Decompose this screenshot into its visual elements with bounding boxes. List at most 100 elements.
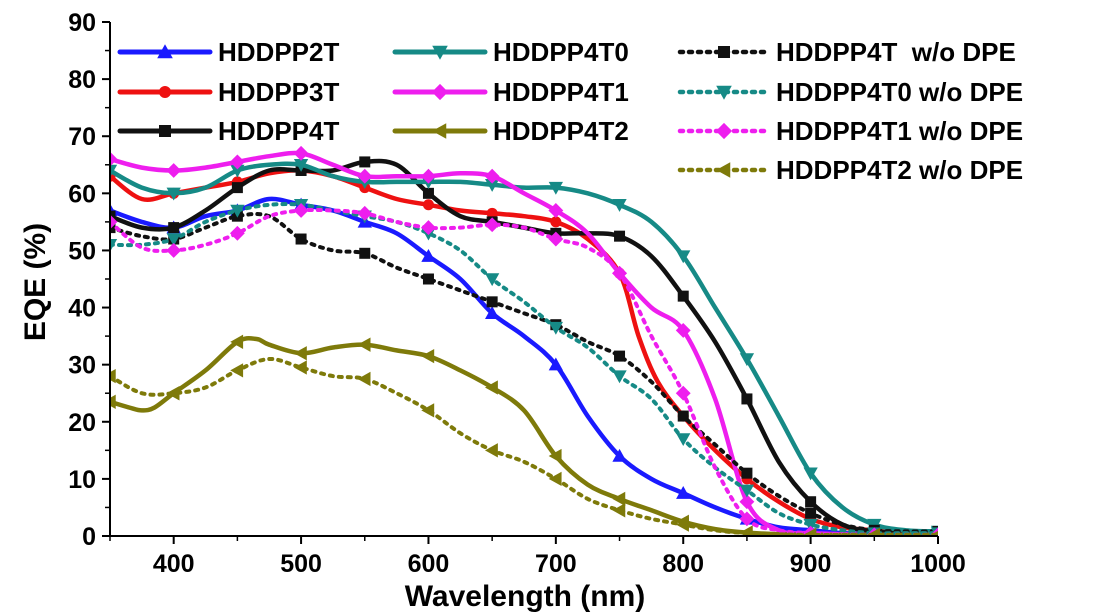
legend-label: HDDPP4T1 (493, 77, 629, 107)
legend-label: HDDPP4T1 w/o DPE (776, 116, 1023, 146)
data-point (930, 530, 938, 536)
data-point (612, 448, 627, 462)
legend-swatch-marker (716, 162, 731, 178)
data-point (677, 410, 689, 422)
data-point (550, 216, 562, 228)
data-point (739, 494, 755, 510)
x-tick-label: 900 (790, 550, 832, 578)
legend: HDDPP2T HDDPP3T HDDPP4T HDDPP4T0 HDDPP4T1 HDD… (117, 37, 1023, 185)
y-tick-label: 40 (68, 295, 96, 323)
y-tick-label: 90 (68, 9, 96, 37)
data-point (110, 214, 118, 230)
data-point (293, 346, 307, 361)
x-tick-label: 600 (408, 550, 450, 578)
y-axis-title: EQE (%) (19, 223, 52, 341)
data-point (676, 517, 689, 532)
data-point (230, 363, 244, 378)
data-point (485, 443, 498, 458)
series-group (110, 145, 938, 536)
data-point (614, 350, 626, 362)
data-point (357, 337, 371, 352)
data-point (612, 370, 627, 384)
series-hddpp4t0-w-o-dpe (110, 199, 938, 536)
series-line-hddpp4t2-w-o-dpe (110, 356, 938, 536)
data-point (110, 368, 116, 384)
legend-item-hddpp4t1-w-o-dpe: HDDPP4T1 w/o DPE (677, 116, 1023, 146)
legend-swatch-marker (159, 125, 171, 137)
y-tick-label: 50 (68, 237, 96, 265)
data-point (484, 217, 500, 233)
legend-item-hddpp4t0-w-o-dpe: HDDPP4T0 w/o DPE (677, 77, 1023, 107)
y-tick-label: 10 (68, 466, 96, 494)
data-point (293, 203, 309, 218)
data-point (110, 151, 118, 167)
legend-label: HDDPP4T0 (493, 37, 629, 67)
y-tick-label: 20 (68, 409, 96, 437)
axes-group: 400 500 600 700 800 900 1000 0 10 20 30 40 50 60 70 80 9… (68, 9, 966, 578)
y-tick-label: 60 (68, 180, 96, 208)
legend-swatch-marker (431, 83, 449, 101)
legend-label: HDDPP2T (218, 37, 339, 67)
x-tick-label: 500 (280, 550, 322, 578)
data-point (675, 385, 691, 401)
data-point (168, 222, 180, 234)
legend-label: HDDPP4T0 w/o DPE (776, 77, 1023, 107)
data-point (741, 467, 753, 479)
legend-swatch-marker (715, 122, 733, 140)
legend-label: HDDPP4T (218, 116, 339, 146)
data-point (359, 247, 371, 259)
data-point (421, 168, 436, 184)
legend-label: HDDPP4T2 w/o DPE (776, 155, 1023, 185)
data-point (548, 471, 562, 487)
data-point (803, 527, 817, 536)
data-point (166, 163, 182, 178)
data-point (548, 321, 563, 335)
data-point (676, 433, 691, 447)
legend-label: HDDPP3T (218, 77, 339, 107)
series-hddpp2t (110, 196, 938, 536)
data-point (421, 220, 436, 236)
legend-item-hddpp3t: HDDPP3T (117, 77, 339, 107)
data-point (231, 182, 243, 194)
x-axis-title: Wavelength (nm) (405, 580, 646, 613)
y-tick-label: 80 (68, 66, 96, 94)
data-point (739, 511, 755, 527)
data-point (229, 225, 245, 241)
data-point (110, 239, 118, 252)
series-hddpp4t1-w-o-dpe (110, 203, 938, 536)
data-point (110, 164, 118, 178)
data-point (867, 527, 881, 536)
data-point (110, 222, 116, 234)
series-line-hddpp4t1-w-o-dpe (110, 207, 938, 536)
data-point (166, 243, 182, 258)
x-tick-label: 800 (662, 550, 704, 578)
data-point (293, 360, 307, 375)
data-point (548, 181, 563, 195)
data-point (293, 159, 309, 172)
data-point (739, 525, 753, 536)
data-point (421, 403, 435, 418)
data-point (110, 210, 116, 222)
legend-item-hddpp4t1: HDDPP4T1 (392, 77, 629, 107)
data-point (422, 273, 434, 285)
data-point (357, 205, 373, 221)
data-point (614, 230, 626, 242)
data-point (548, 357, 563, 371)
data-point (677, 290, 689, 302)
legend-item-hddpp4t: HDDPP4T (117, 116, 339, 146)
data-point (548, 231, 564, 247)
data-point (486, 296, 498, 308)
data-point (805, 507, 817, 519)
series-line-hddpp4t0-w-o-dpe (110, 202, 938, 536)
data-point (293, 145, 309, 161)
series-hddpp4t2-w-o-dpe (110, 356, 938, 536)
legend-item-hddpp4t0: HDDPP4T0 (392, 37, 629, 67)
data-point (166, 386, 180, 401)
y-tick-label: 0 (82, 523, 96, 551)
data-point (421, 249, 436, 262)
data-point (110, 394, 116, 409)
data-point (166, 187, 181, 201)
data-point (612, 265, 627, 281)
series-line-hddpp2t (110, 196, 938, 536)
